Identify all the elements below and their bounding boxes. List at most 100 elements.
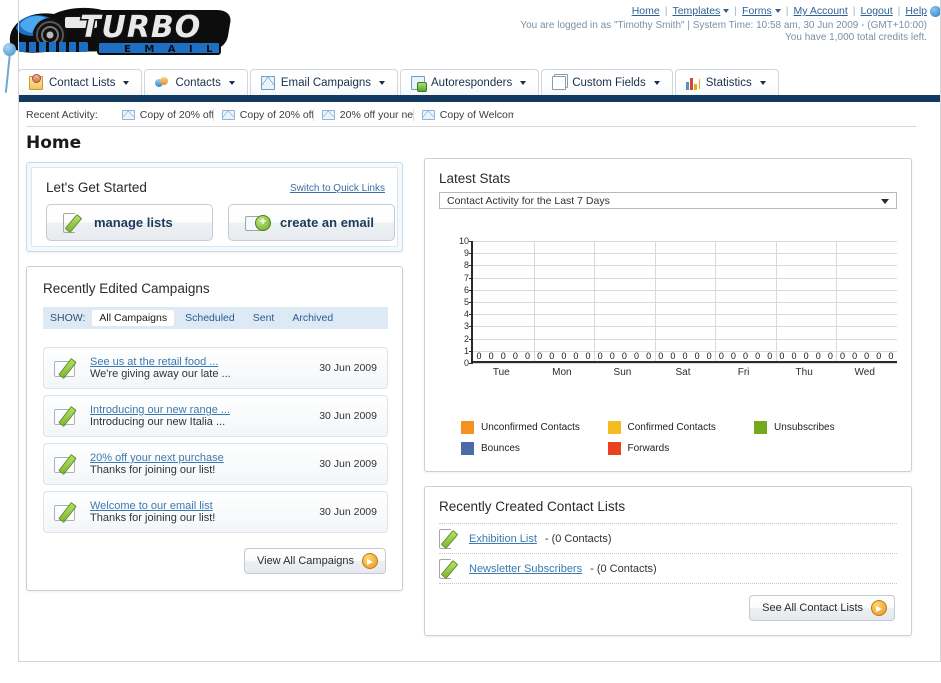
contact-lists-title: Recently Created Contact Lists	[439, 499, 626, 514]
chart-x-tick-label: Tue	[492, 367, 510, 378]
tab-label: Statistics	[705, 77, 752, 89]
chart-bar: 0	[851, 241, 858, 361]
chart-y-tick-mark	[469, 302, 473, 303]
contact-list-row[interactable]: Newsletter Subscribers - (0 Contacts)	[439, 555, 897, 583]
chart-bar-value: 0	[609, 351, 615, 361]
campaign-name[interactable]: See us at the retail food ...	[90, 356, 219, 368]
campaign-row[interactable]: Introducing our new range ... Introducin…	[43, 395, 388, 437]
switch-to-quick-links[interactable]: Switch to Quick Links	[289, 183, 385, 194]
arrow-right-icon	[362, 553, 378, 569]
tab-statistics[interactable]: Statistics	[674, 69, 779, 96]
chart-legend-swatch	[461, 442, 474, 455]
chevron-down-icon	[723, 9, 730, 14]
chart-bar-value: 0	[549, 351, 555, 361]
chart-bar-value: 0	[694, 351, 700, 361]
nav-accent-bar	[18, 95, 941, 102]
recent-activity-item[interactable]: Copy of Welcome tc	[414, 109, 514, 121]
campaigns-title: Recently Edited Campaigns	[43, 281, 210, 296]
chart-y-tick-label: 4	[463, 309, 469, 320]
turbo-email-logo[interactable]: TURBO E M A I L	[6, 2, 236, 64]
see-all-contact-lists-button[interactable]: See All Contact Lists	[749, 595, 895, 621]
chart-bar-value: 0	[779, 351, 785, 361]
manage-lists-button[interactable]: manage lists	[46, 204, 213, 241]
chart-y-tick-label: 9	[463, 248, 469, 259]
create-email-button[interactable]: create an email	[228, 204, 395, 241]
tab-contact-lists[interactable]: Contact Lists	[18, 69, 143, 96]
tab-email-campaigns[interactable]: Email Campaigns	[249, 69, 398, 96]
chart-y-tick-mark	[469, 350, 473, 352]
chart-bar: 0	[887, 241, 894, 361]
chart-y-tick-label: 2	[463, 333, 469, 344]
chart-legend-swatch	[461, 421, 474, 434]
chevron-down-icon	[759, 81, 766, 85]
chart-bar-value: 0	[888, 351, 894, 361]
chevron-down-icon	[123, 81, 130, 85]
campaign-row[interactable]: See us at the retail food ... We're givi…	[43, 347, 388, 389]
chart-gridline	[473, 277, 897, 279]
recently-edited-campaigns-panel: Recently Edited Campaigns SHOW: All Camp…	[26, 266, 403, 591]
chart-bar-value: 0	[730, 351, 736, 361]
contacts-icon	[155, 76, 169, 90]
chart-y-tick-label: 8	[463, 260, 469, 271]
header-link-templates[interactable]: Templates	[672, 5, 721, 17]
campaign-name[interactable]: 20% off your next purchase	[90, 452, 224, 464]
help-bubble-icon[interactable]	[930, 6, 941, 17]
header-link-logout[interactable]: Logout	[860, 5, 893, 17]
campaign-text: 20% off your next purchase Thanks for jo…	[90, 452, 311, 476]
chart-bar-value: 0	[682, 351, 688, 361]
chart-bar: 0	[815, 241, 822, 361]
chart-y-tick-mark	[469, 314, 473, 316]
contact-list-name[interactable]: Exhibition List	[469, 533, 537, 545]
get-started-panel: Let's Get Started Switch to Quick Links …	[26, 162, 403, 252]
chart-bar-value: 0	[791, 351, 797, 361]
tab-custom-fields[interactable]: Custom Fields	[541, 69, 673, 96]
chart-bar-value: 0	[670, 351, 676, 361]
recent-activity-item[interactable]: Copy of 20% off yc	[114, 109, 214, 121]
chart-bar-value: 0	[561, 351, 567, 361]
tab-contacts[interactable]: Contacts	[144, 69, 248, 96]
campaign-row[interactable]: 20% off your next purchase Thanks for jo…	[43, 443, 388, 485]
header-link-home[interactable]: Home	[631, 5, 660, 17]
filter-scheduled[interactable]: Scheduled	[185, 312, 235, 324]
recent-activity-item-label: Copy of 20% off yc	[239, 109, 314, 121]
filter-archived[interactable]: Archived	[292, 312, 334, 324]
header-link-forms[interactable]: Forms	[742, 5, 772, 17]
decorative-pin-icon	[3, 43, 19, 93]
recent-activity-label: Recent Activity:	[26, 109, 98, 121]
contact-list-row[interactable]: Exhibition List - (0 Contacts)	[439, 525, 897, 553]
campaign-name[interactable]: Introducing our new range ...	[90, 404, 231, 416]
campaign-row[interactable]: Welcome to our email list Thanks for joi…	[43, 491, 388, 533]
filter-all-campaigns[interactable]: All Campaigns	[92, 310, 175, 326]
tab-label: Autoresponders	[431, 77, 513, 89]
recent-activity-item[interactable]: Copy of 20% off yc	[214, 109, 314, 121]
campaign-edit-icon	[54, 358, 80, 378]
chart-bar: 0	[621, 241, 628, 361]
recent-activity-item[interactable]: 20% off your next	[314, 109, 414, 121]
filter-sent[interactable]: Sent	[252, 312, 275, 324]
envelope-plus-icon	[245, 214, 271, 232]
header-link-help[interactable]: Help	[905, 5, 927, 17]
stats-range-select[interactable]: Contact Activity for the Last 7 Days	[439, 192, 897, 209]
header-link-my-account[interactable]: My Account	[793, 5, 848, 17]
campaign-text: Introducing our new range ... Introducin…	[90, 404, 311, 428]
chart-legend-label: Unsubscribes	[774, 422, 835, 433]
chart-bar-value: 0	[852, 351, 858, 361]
chart-x-tick-label: Wed	[854, 367, 875, 378]
divider	[26, 126, 916, 127]
view-all-campaigns-button[interactable]: View All Campaigns	[243, 548, 386, 574]
chart-bar-value: 0	[864, 351, 870, 361]
campaign-text: Welcome to our email list Thanks for joi…	[90, 500, 311, 524]
tab-autoresponders[interactable]: Autoresponders	[400, 69, 540, 96]
chart-y-tick-mark	[469, 289, 473, 291]
campaign-desc: Thanks for joining our list!	[90, 464, 216, 476]
chart-bar-value: 0	[743, 351, 749, 361]
get-started-title: Let's Get Started	[46, 180, 147, 195]
tab-label: Email Campaigns	[280, 77, 371, 89]
chart-bar-value: 0	[827, 351, 833, 361]
autoresponder-icon	[411, 76, 427, 92]
chart-legend-swatch	[754, 421, 768, 434]
contact-list-name[interactable]: Newsletter Subscribers	[469, 563, 583, 575]
campaign-name[interactable]: Welcome to our email list	[90, 500, 213, 512]
